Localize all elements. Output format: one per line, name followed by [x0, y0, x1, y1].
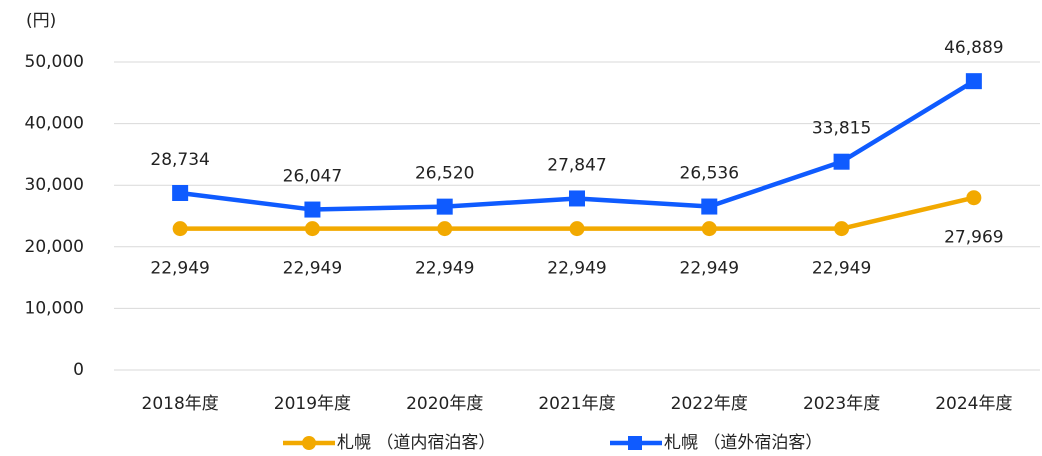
data-point — [834, 221, 850, 237]
data-label: 28,734 — [150, 150, 209, 170]
data-point — [965, 73, 982, 90]
data-point — [966, 190, 982, 206]
y-tick-label: 20,000 — [25, 237, 84, 257]
data-point — [304, 221, 320, 237]
x-tick-label: 2020年度 — [406, 394, 483, 414]
data-label: 33,815 — [812, 119, 871, 139]
data-point — [569, 221, 585, 237]
x-tick-label: 2023年度 — [803, 394, 880, 414]
data-label: 22,949 — [547, 259, 606, 279]
data-point — [172, 221, 188, 237]
data-point — [701, 198, 718, 215]
legend-label: 札幌 （道外宿泊客） — [664, 433, 822, 453]
data-label: 27,969 — [944, 228, 1003, 248]
data-label: 22,949 — [415, 259, 474, 279]
x-tick-label: 2019年度 — [274, 394, 351, 414]
x-tick-label: 2024年度 — [935, 394, 1012, 414]
data-label: 26,520 — [415, 164, 474, 184]
y-tick-label: 50,000 — [25, 52, 84, 72]
y-tick-label: 10,000 — [25, 298, 84, 318]
data-point — [701, 221, 717, 237]
x-tick-label: 2022年度 — [671, 394, 748, 414]
y-tick-label: 30,000 — [25, 175, 84, 195]
y-tick-label: 0 — [73, 360, 84, 380]
y-unit-label: (円) — [26, 11, 56, 31]
data-point — [437, 221, 453, 237]
data-label: 22,949 — [680, 259, 739, 279]
legend-marker — [302, 436, 316, 450]
legend-label: 札幌 （道内宿泊客） — [337, 433, 495, 453]
data-label: 27,847 — [547, 155, 606, 175]
legend-marker — [628, 436, 642, 450]
data-point — [569, 190, 585, 207]
data-label: 46,889 — [944, 38, 1003, 58]
data-point — [304, 201, 321, 218]
series-line — [179, 79, 976, 212]
x-tick-label: 2018年度 — [142, 394, 219, 414]
data-point — [172, 184, 189, 201]
data-label: 22,949 — [812, 259, 871, 279]
x-tick-label: 2021年度 — [538, 394, 615, 414]
data-label: 22,949 — [283, 259, 342, 279]
data-point — [833, 153, 850, 170]
y-tick-label: 40,000 — [25, 114, 84, 134]
data-label: 22,949 — [150, 259, 209, 279]
data-label: 26,536 — [680, 164, 739, 184]
data-point — [436, 198, 453, 215]
data-label: 26,047 — [283, 167, 342, 187]
